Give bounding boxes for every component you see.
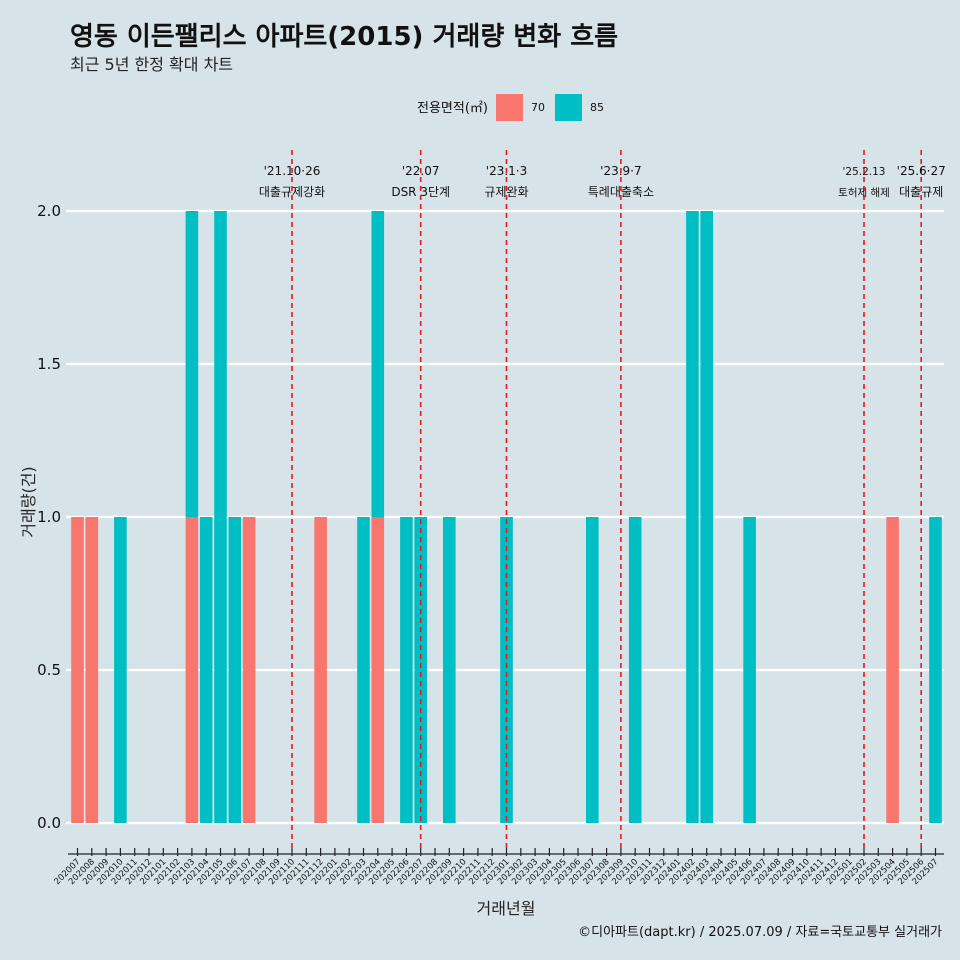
bar-202105-85 [214,211,227,823]
chart-title: 영동 이든팰리스 아파트(2015) 거래량 변화 흐름 [70,22,618,52]
bar-202010-85 [114,517,127,823]
event-label: 규제완화 [484,185,528,199]
bar-202103-85 [185,211,199,517]
bar-202204-70 [371,517,385,823]
y-tick-label: 2.0 [37,202,61,220]
legend-title: 전용면적(㎡) [417,101,488,116]
bar-202507-85 [929,517,942,823]
caption: ©디아파트(dapt.kr) / 2025.07.09 / 자료=국토교통부 실… [578,925,942,940]
bar-202107-70 [242,517,256,823]
bar-202504-70 [886,517,899,823]
event-date: '21.10·26 [264,164,321,178]
legend: 전용면적(㎡) 70 85 [417,94,604,121]
y-tick-label: 1.0 [37,508,61,526]
bar-202203-85 [357,517,370,823]
event-label: DSR 3단계 [391,185,450,199]
bar-202206-85 [400,517,413,823]
bar-202209-85 [443,517,456,823]
y-axis-title: 거래량(건) [19,466,38,537]
bar-202106-85 [228,517,242,823]
bar-202112-70 [314,517,327,823]
event-date: '23.1·3 [486,164,527,178]
y-axis: 0.0 0.5 1.0 1.5 2.0 [37,202,61,832]
y-tick-label: 0.0 [37,814,61,832]
bar-202104-85 [199,517,213,823]
event-label: 토허제 해제 [838,186,890,199]
event-label: 특례대출축소 [588,185,654,199]
legend-swatch-70 [496,94,523,121]
legend-label-85: 85 [590,101,604,114]
event-label: 대출규제 [899,185,943,199]
y-tick-label: 1.5 [37,355,61,373]
bar-202403-85 [700,211,713,823]
bar-202406-85 [743,517,756,823]
event-date: '25.2.13 [843,166,886,178]
x-axis: 2020072020082020092020102020112020122021… [53,848,944,887]
event-label: 대출규제강화 [259,185,325,199]
legend-swatch-85 [555,94,582,121]
y-tick-label: 0.5 [37,661,61,679]
x-axis-title: 거래년월 [477,899,536,918]
event-lines: '21.10·26 대출규제강화 '22.07 DSR 3단계 '23.1·3 규제완화 '… [259,150,946,850]
chart-subtitle: 최근 5년 한정 확대 차트 [70,55,233,74]
bar-202301-85 [500,517,513,823]
bar-202204-85 [371,211,385,517]
bar-202402-85 [686,211,699,823]
legend-label-70: 70 [531,101,545,114]
event-date: '25.6·27 [897,164,946,178]
bar-202207-85 [414,517,427,823]
bars [71,211,942,823]
bar-202307-85 [586,517,599,823]
bar-202007-70 [71,517,84,823]
bar-202103-70 [185,517,199,823]
event-date: '23.9·7 [600,164,641,178]
bar-202008-70 [85,517,99,823]
event-date: '22.07 [402,164,440,178]
bar-202310-85 [628,517,642,823]
